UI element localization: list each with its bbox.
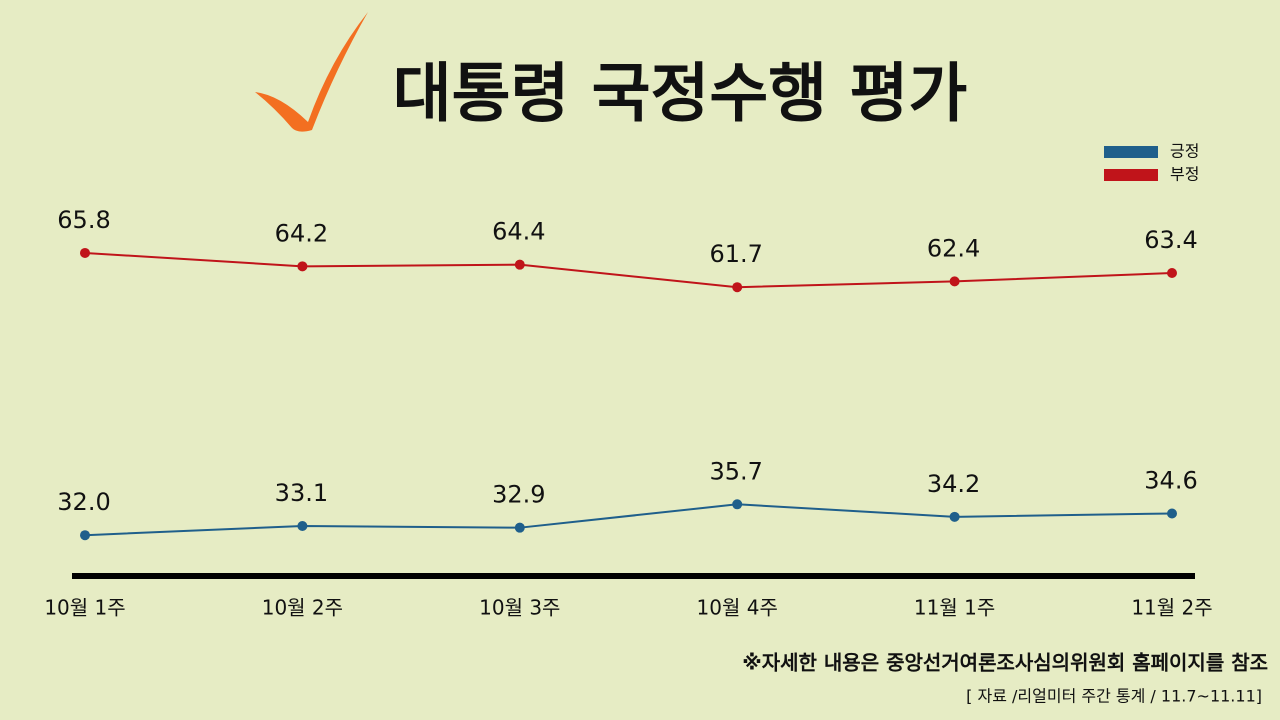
data-label: 65.8 [57, 206, 110, 234]
legend-swatch [1104, 146, 1158, 158]
data-label: 61.7 [709, 240, 762, 268]
data-label: 62.4 [927, 234, 980, 262]
x-tick-label: 11월 1주 [914, 596, 995, 620]
x-tick-label: 10월 4주 [697, 596, 778, 620]
data-label: 34.2 [927, 470, 980, 498]
data-label: 64.4 [492, 218, 545, 246]
data-point [732, 282, 743, 293]
footnote: ※자세한 내용은 중앙선거여론조사심의위원회 홈페이지를 참조 [742, 651, 1268, 675]
data-label: 35.7 [709, 457, 762, 485]
data-point [1167, 268, 1177, 279]
data-point [297, 521, 308, 532]
data-point [514, 259, 525, 270]
check-mark [255, 12, 368, 132]
x-tick-label: 10월 2주 [262, 596, 343, 620]
data-label: 63.4 [1144, 226, 1197, 254]
data-label: 32.9 [492, 481, 545, 509]
data-point [80, 530, 90, 541]
data-point [514, 522, 525, 533]
data-point [297, 261, 308, 272]
data-point [80, 247, 90, 258]
data-point [949, 511, 960, 522]
source-note: [ 자료 /리얼미터 주간 통계 / 11.7~11.11] [966, 687, 1262, 706]
x-tick-label: 10월 1주 [44, 596, 125, 620]
data-label: 64.2 [275, 219, 328, 247]
x-tick-label: 10월 3주 [479, 596, 560, 620]
data-point [732, 499, 743, 510]
data-point [1167, 508, 1177, 519]
data-label: 32.0 [57, 488, 110, 516]
data-label: 33.1 [275, 479, 328, 507]
data-label: 34.6 [1144, 466, 1197, 494]
x-tick-label: 11월 2주 [1131, 596, 1212, 620]
chart-title: 대통령 국정수행 평가 [393, 58, 967, 132]
data-point [949, 276, 960, 287]
series-line [84, 251, 1173, 289]
series-line [84, 503, 1173, 537]
legend-label: 부정 [1170, 165, 1199, 184]
legend-label: 긍정 [1170, 142, 1199, 161]
legend-swatch [1104, 169, 1158, 181]
